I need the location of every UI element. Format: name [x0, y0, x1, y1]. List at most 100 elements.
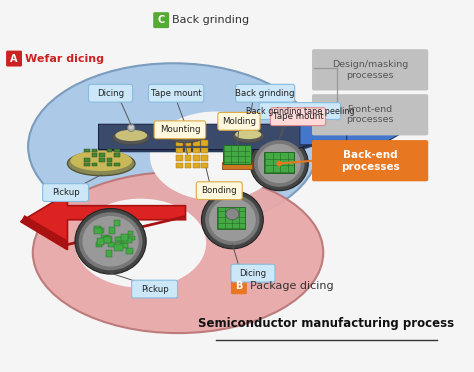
- Bar: [114, 153, 120, 157]
- Ellipse shape: [75, 208, 146, 274]
- Ellipse shape: [82, 216, 139, 267]
- Text: Back grinding: Back grinding: [236, 89, 295, 98]
- Bar: [92, 153, 98, 157]
- FancyBboxPatch shape: [312, 49, 428, 90]
- Bar: [108, 242, 116, 247]
- Bar: [100, 158, 105, 162]
- FancyBboxPatch shape: [153, 12, 169, 28]
- FancyBboxPatch shape: [218, 112, 260, 130]
- FancyBboxPatch shape: [132, 280, 178, 298]
- Bar: [114, 163, 120, 166]
- Text: Dicing: Dicing: [97, 89, 124, 98]
- Text: Front-end
processes: Front-end processes: [346, 105, 394, 125]
- Text: A: A: [10, 54, 18, 64]
- Text: Pickup: Pickup: [52, 188, 80, 197]
- Bar: [126, 248, 133, 254]
- Ellipse shape: [150, 112, 281, 201]
- Bar: [128, 231, 133, 235]
- Polygon shape: [20, 193, 185, 250]
- Bar: [94, 225, 100, 232]
- Ellipse shape: [28, 63, 319, 230]
- Bar: [218, 206, 246, 229]
- Text: Molding: Molding: [222, 117, 256, 126]
- Ellipse shape: [112, 130, 150, 145]
- Polygon shape: [346, 123, 373, 126]
- Bar: [92, 148, 98, 152]
- Text: Back-end
processes: Back-end processes: [341, 150, 400, 171]
- FancyBboxPatch shape: [196, 182, 242, 200]
- Bar: [176, 148, 182, 153]
- Ellipse shape: [250, 137, 308, 191]
- Bar: [101, 235, 109, 242]
- Ellipse shape: [129, 125, 134, 129]
- Text: Back grinding: Back grinding: [173, 15, 249, 25]
- Ellipse shape: [33, 172, 323, 333]
- Bar: [107, 163, 112, 166]
- Ellipse shape: [75, 199, 206, 288]
- Bar: [94, 228, 101, 234]
- Bar: [124, 238, 132, 243]
- Text: Semiconductor manufacturing process: Semiconductor manufacturing process: [198, 317, 454, 330]
- Bar: [201, 155, 208, 161]
- Bar: [184, 140, 191, 146]
- Bar: [114, 244, 123, 251]
- Bar: [115, 237, 122, 241]
- Ellipse shape: [67, 151, 135, 176]
- Circle shape: [335, 129, 340, 134]
- Text: Tape mount: Tape mount: [151, 89, 201, 98]
- Bar: [222, 162, 252, 169]
- Bar: [114, 220, 120, 226]
- Ellipse shape: [79, 212, 142, 270]
- Polygon shape: [300, 115, 365, 152]
- FancyBboxPatch shape: [148, 84, 204, 102]
- Bar: [97, 238, 104, 245]
- Bar: [121, 234, 128, 241]
- Text: Mounting: Mounting: [160, 125, 200, 134]
- Ellipse shape: [128, 124, 135, 132]
- FancyBboxPatch shape: [270, 108, 326, 126]
- Bar: [184, 155, 191, 161]
- Text: B: B: [235, 281, 243, 291]
- Ellipse shape: [258, 144, 301, 183]
- Bar: [184, 148, 191, 153]
- Bar: [193, 155, 200, 161]
- Bar: [193, 140, 200, 146]
- Circle shape: [276, 161, 282, 166]
- Text: Back grinding tape peeling: Back grinding tape peeling: [246, 106, 354, 116]
- Bar: [100, 153, 105, 157]
- Bar: [99, 240, 108, 243]
- Polygon shape: [346, 118, 401, 150]
- Ellipse shape: [235, 130, 262, 139]
- FancyBboxPatch shape: [312, 140, 428, 181]
- FancyBboxPatch shape: [154, 121, 206, 139]
- Bar: [107, 158, 112, 162]
- Ellipse shape: [205, 195, 260, 245]
- Bar: [106, 250, 111, 257]
- Bar: [84, 163, 90, 166]
- FancyBboxPatch shape: [236, 84, 295, 102]
- Bar: [176, 163, 182, 168]
- FancyBboxPatch shape: [6, 51, 22, 67]
- Ellipse shape: [170, 128, 201, 139]
- Bar: [176, 155, 182, 161]
- Bar: [117, 237, 122, 243]
- Bar: [96, 242, 102, 247]
- Polygon shape: [99, 128, 333, 152]
- FancyBboxPatch shape: [231, 278, 247, 294]
- FancyBboxPatch shape: [259, 103, 341, 119]
- Ellipse shape: [232, 130, 264, 143]
- Text: Bonding: Bonding: [201, 186, 237, 195]
- Bar: [176, 140, 182, 146]
- Ellipse shape: [201, 191, 263, 249]
- Circle shape: [391, 129, 396, 134]
- Bar: [128, 236, 136, 240]
- Ellipse shape: [246, 126, 251, 130]
- Bar: [193, 163, 200, 168]
- Bar: [107, 148, 112, 152]
- Text: Design/masking
processes: Design/masking processes: [332, 60, 408, 80]
- Bar: [98, 228, 104, 233]
- Bar: [84, 158, 90, 162]
- Ellipse shape: [115, 130, 147, 141]
- Ellipse shape: [209, 198, 256, 241]
- Bar: [201, 163, 208, 168]
